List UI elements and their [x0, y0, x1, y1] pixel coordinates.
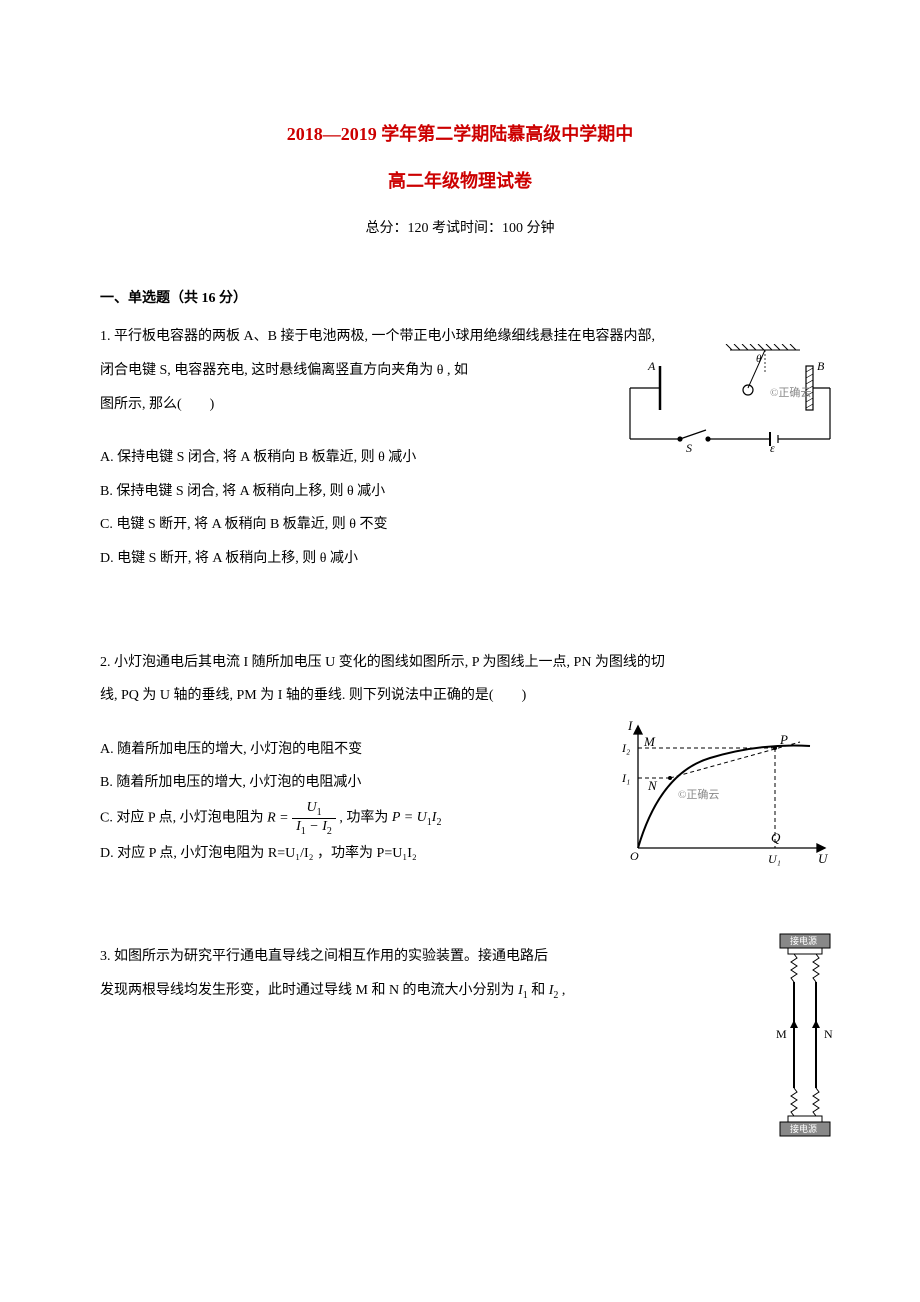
exam-meta: 总分：120 考试时间：100 分钟: [100, 218, 820, 240]
wire-m-label: M: [776, 1027, 787, 1041]
axis-u-label: U: [818, 851, 829, 866]
q1-line2: 闭合电键 S, 电容器充电, 这时悬线偏离竖直方向夹角为 θ , 如: [100, 354, 600, 388]
watermark-2: ©正确云: [678, 788, 719, 801]
q2c-pre: C. 对应 P 点, 小灯泡电阻为: [100, 810, 264, 825]
q2c-fraction: U1 I1 − I2: [292, 800, 336, 837]
q1-line3: 图所示, 那么( ): [100, 388, 600, 422]
q1-choice-c: C. 电键 S 断开, 将 A 板稍向 B 板靠近, 则 θ 不变: [100, 508, 600, 542]
question-1: 1. 平行板电容器的两板 A、B 接于电池两极, 一个带正电小球用绝缘细线悬挂在…: [100, 320, 820, 575]
watermark-1: ©正确云: [770, 386, 811, 399]
q1-choice-b: B. 保持电键 S 闭合, 将 A 板稍向上移, 则 θ 减小: [100, 475, 600, 509]
q2c-p-u: P = U: [392, 810, 427, 825]
exam-title: 2018—2019 学年第二学期陆慕高级中学期中: [100, 120, 820, 149]
top-power-label: 接电源: [790, 935, 817, 946]
q2c-den-s2: 2: [327, 826, 332, 837]
theta-label: θ: [756, 353, 762, 365]
q3-line2: 发现两根导线均发生形变，此时通过导线 M 和 N 的电流大小分别为 I1 和 I…: [100, 974, 680, 1008]
q2c-R: R =: [267, 810, 289, 825]
wire-n-label: N: [824, 1027, 833, 1041]
exam-subtitle: 高二年级物理试卷: [100, 167, 820, 196]
switch-s-label: S: [686, 441, 692, 454]
q3-l2-pre: 发现两根导线均发生形变，此时通过导线 M 和 N 的电流大小分别为: [100, 983, 515, 998]
point-p-label: P: [779, 732, 788, 747]
i1-tick-label: I₁: [621, 771, 630, 785]
point-m-label: M: [643, 734, 656, 749]
q3-l2-s1: 1: [523, 989, 528, 1000]
q2c-p: P = U1I2: [392, 810, 442, 825]
q2-choice-c: C. 对应 P 点, 小灯泡电阻为 R = U1 I1 − I2 , 功率为 P…: [100, 800, 600, 837]
q2-line2: 线, PQ 为 U 轴的垂线, PM 为 I 轴的垂线. 则下列说法中正确的是(…: [100, 679, 820, 713]
u1-tick-label: U₁: [768, 852, 781, 866]
question-2: 2. 小灯泡通电后其电流 I 随所加电压 U 变化的图线如图所示, P 为图线上…: [100, 646, 820, 871]
q2c-mid: , 功率为: [339, 810, 388, 825]
plate-a-label: A: [647, 359, 656, 373]
q3-l2-s2: 2: [553, 989, 558, 1000]
q2-choice-a: A. 随着所加电压的增大, 小灯泡的电阻不变: [100, 733, 600, 767]
q3-wires-figure: 接电源 M N 接电源: [750, 930, 860, 1150]
q2c-num-u: U: [306, 800, 316, 815]
plate-b-label: B: [817, 359, 825, 373]
q3-l2-end: ,: [562, 983, 566, 998]
q2c-p-s2: 2: [436, 817, 441, 828]
point-q-label: Q: [771, 830, 781, 845]
q2-choice-d: D. 对应 P 点, 小灯泡电阻为 R=U₁/I₂ ，功率为 P=U₁I₂: [100, 837, 600, 871]
q1-circuit-figure: θ A B: [620, 344, 840, 454]
q2c-den-minus: −: [306, 819, 322, 834]
q2c-num-sub: 1: [317, 807, 322, 818]
point-n-label: N: [647, 778, 658, 793]
emf-label: ε: [770, 441, 775, 454]
q2-graph-figure: I U O P N M I₂ I₁ Q U₁ ©正确云: [610, 718, 840, 868]
q2-choice-b: B. 随着所加电压的增大, 小灯泡的电阻减小: [100, 766, 600, 800]
q2-line1: 2. 小灯泡通电后其电流 I 随所加电压 U 变化的图线如图所示, P 为图线上…: [100, 646, 820, 680]
section-1-header: 一、单选题（共 16 分）: [100, 288, 820, 310]
q3-line1: 3. 如图所示为研究平行通电直导线之间相互作用的实验装置。接通电路后: [100, 940, 680, 974]
i2-tick-label: I₂: [621, 741, 630, 755]
question-3: 3. 如图所示为研究平行通电直导线之间相互作用的实验装置。接通电路后 发现两根导…: [100, 940, 820, 1007]
origin-label: O: [630, 849, 639, 863]
bottom-power-label: 接电源: [790, 1123, 817, 1134]
q3-l2-and: 和: [531, 983, 549, 998]
q1-choice-d: D. 电键 S 断开, 将 A 板稍向上移, 则 θ 减小: [100, 542, 600, 576]
axis-i-label: I: [627, 718, 633, 733]
exam-page: 2018—2019 学年第二学期陆慕高级中学期中 高二年级物理试卷 总分：120…: [0, 0, 920, 1057]
q1-choice-a: A. 保持电键 S 闭合, 将 A 板稍向 B 板靠近, 则 θ 减小: [100, 441, 600, 475]
